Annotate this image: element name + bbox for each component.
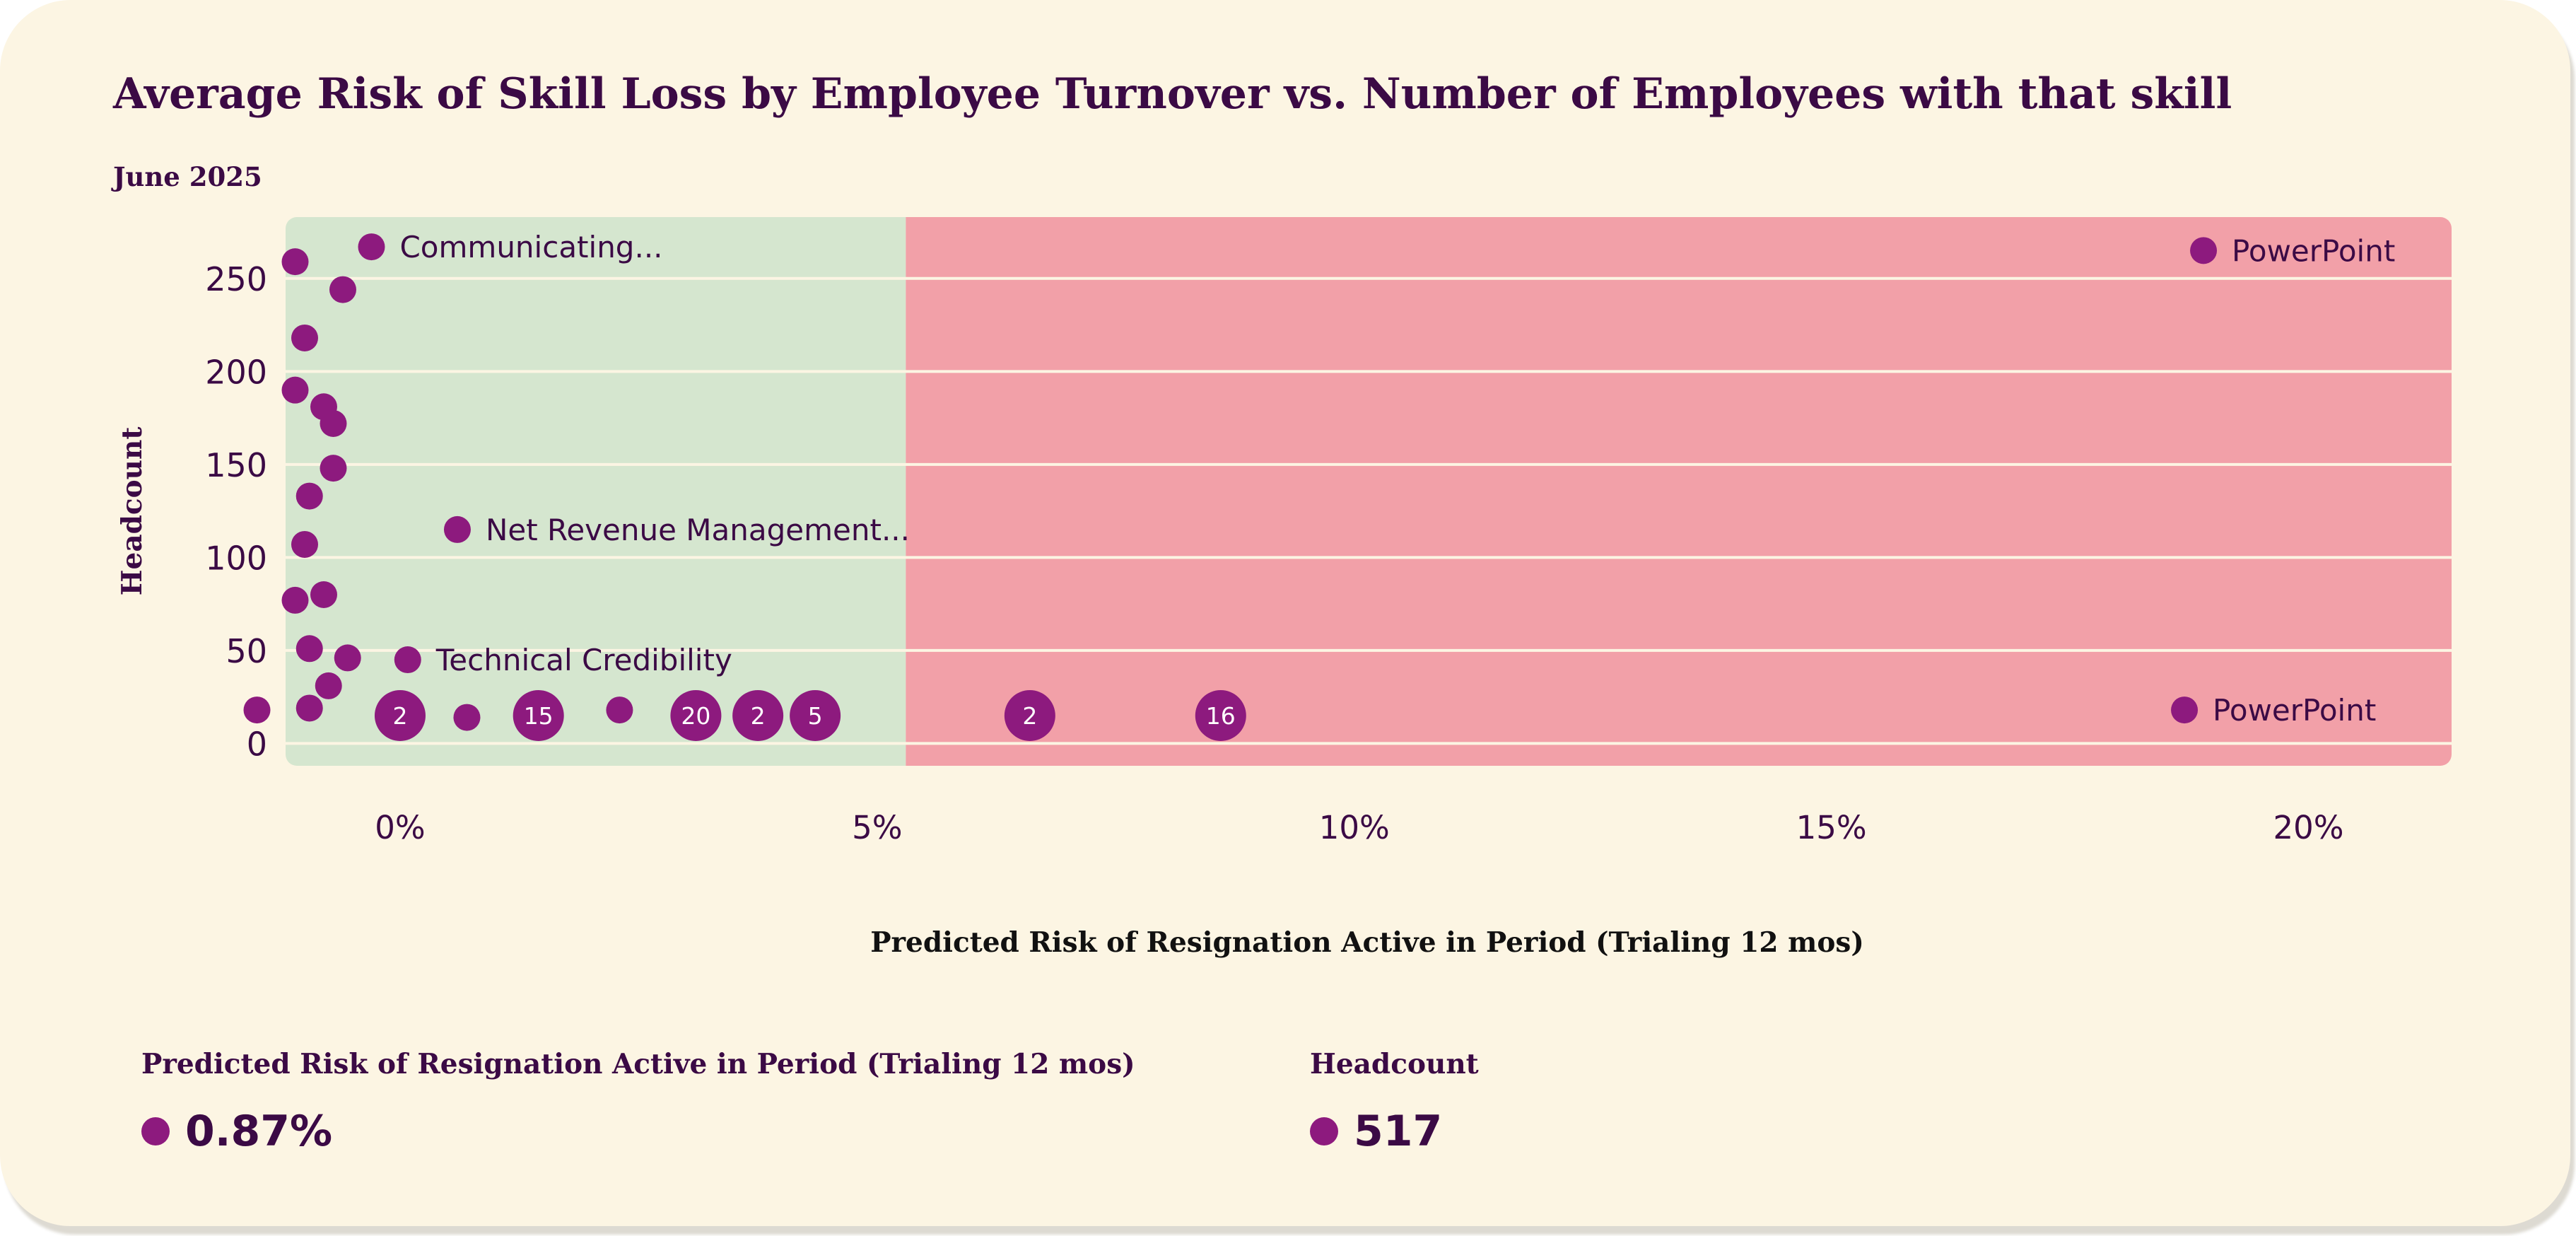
y-tick-label: 100 xyxy=(205,539,267,577)
legend-headcount-value: 517 xyxy=(1354,1107,1443,1156)
legend-headcount-marker-icon xyxy=(1310,1117,1338,1145)
x-tick-label: 20% xyxy=(2273,809,2344,846)
data-point xyxy=(281,248,309,276)
data-point xyxy=(295,694,323,722)
data-point xyxy=(358,233,385,261)
zone-low-risk xyxy=(286,217,906,766)
legend-risk-item: 0.87% xyxy=(141,1107,332,1156)
data-point-label: Net Revenue Management... xyxy=(486,513,910,547)
data-point xyxy=(320,455,347,482)
data-point xyxy=(606,696,633,724)
y-tick-label: 150 xyxy=(205,446,267,484)
cluster-bubble xyxy=(670,689,722,741)
data-point xyxy=(320,409,347,437)
y-tick-label: 50 xyxy=(226,632,267,670)
zone-high-risk xyxy=(906,217,2452,766)
data-point xyxy=(291,530,318,558)
cluster-bubble xyxy=(732,689,784,741)
cluster-count-label: 15 xyxy=(524,702,554,730)
data-point xyxy=(291,324,318,351)
chart-subtitle: June 2025 xyxy=(113,161,262,192)
cluster-count-label: 16 xyxy=(1206,702,1236,730)
y-tick-label: 250 xyxy=(205,260,267,298)
cluster-count-label: 5 xyxy=(808,702,823,730)
data-point xyxy=(281,376,309,404)
legend-headcount-item: 517 xyxy=(1310,1107,1442,1156)
data-point xyxy=(243,696,271,724)
x-tick-label: 5% xyxy=(852,809,902,846)
cluster-bubble xyxy=(513,689,564,741)
data-point xyxy=(329,276,356,303)
data-point-label: Communicating... xyxy=(399,230,662,264)
legend-headcount-title: Headcount xyxy=(1310,1048,1479,1080)
cluster-bubble xyxy=(790,689,841,741)
cluster-bubble xyxy=(1195,689,1246,741)
scatter-chart: 0 50 100 150 200 250 0% 5% 10% 15% 20% Predicted Ri… xyxy=(116,217,2452,959)
data-point-label: PowerPoint xyxy=(2213,693,2376,728)
data-point xyxy=(295,635,323,663)
cluster-count-label: 20 xyxy=(681,702,710,730)
cluster-bubble xyxy=(1004,689,1055,741)
data-point xyxy=(281,586,309,614)
data-point xyxy=(453,704,481,731)
x-tick-label: 10% xyxy=(1319,809,1390,846)
cluster-count-label: 2 xyxy=(392,702,407,730)
y-tick-label: 0 xyxy=(247,725,267,763)
x-tick-label: 0% xyxy=(375,809,425,846)
data-point xyxy=(2190,237,2218,264)
cluster-count-label: 2 xyxy=(751,702,766,730)
cluster-bubble xyxy=(374,689,426,741)
data-point-label: PowerPoint xyxy=(2232,233,2395,268)
x-axis-title: Predicted Risk of Resignation Active in … xyxy=(870,926,1864,959)
legend-risk-marker-icon xyxy=(141,1117,170,1145)
legend-risk-title: Predicted Risk of Resignation Active in … xyxy=(141,1048,1135,1080)
y-axis-title: Headcount xyxy=(116,427,148,596)
y-tick-label: 200 xyxy=(205,353,267,391)
data-point xyxy=(295,482,323,510)
legend-risk-value: 0.87% xyxy=(185,1107,333,1156)
chart-title: Average Risk of Skill Loss by Employee T… xyxy=(113,69,2232,119)
data-point xyxy=(2171,696,2199,724)
data-point xyxy=(334,644,361,672)
data-point xyxy=(443,515,471,543)
data-point xyxy=(315,672,342,699)
data-point xyxy=(394,646,421,674)
data-point xyxy=(310,581,337,608)
data-point-label: Technical Credibility xyxy=(435,643,732,677)
cluster-count-label: 2 xyxy=(1022,702,1037,730)
x-tick-label: 15% xyxy=(1796,809,1867,846)
